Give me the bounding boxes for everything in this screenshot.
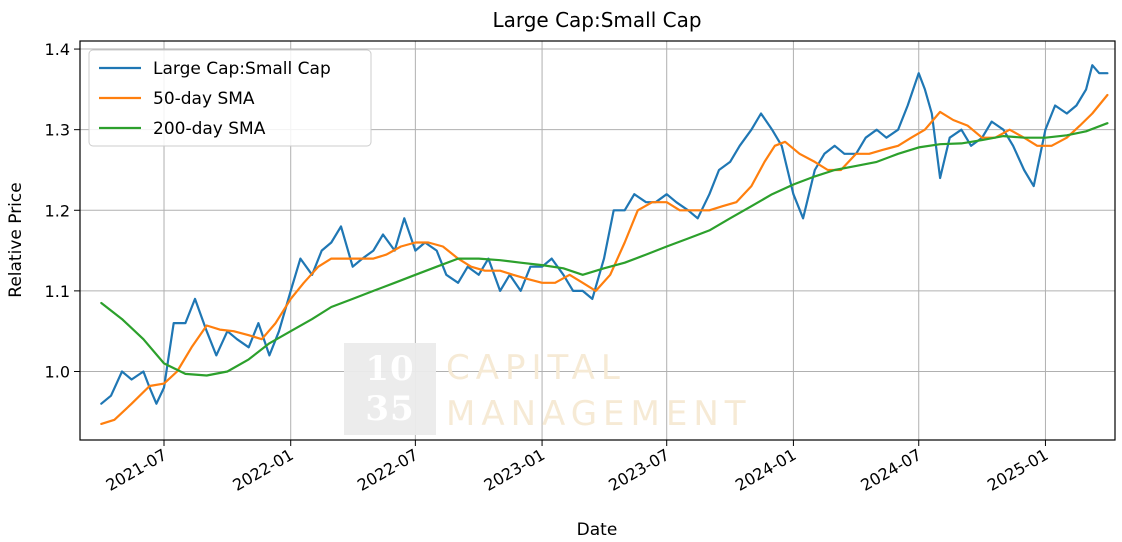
y-tick-label: 1.1 bbox=[45, 282, 70, 301]
x-tick-label: 2022-07 bbox=[354, 445, 421, 495]
y-tick-label: 1.3 bbox=[45, 121, 70, 140]
y-tick-label: 1.4 bbox=[45, 40, 70, 59]
legend: Large Cap:Small Cap 50-day SMA 200-day S… bbox=[88, 49, 372, 147]
series-line-ratio bbox=[100, 64, 1109, 405]
watermark-text-line2: MANAGEMENT bbox=[446, 394, 752, 434]
x-tick-label: 2025-01 bbox=[984, 445, 1051, 495]
plot-frame bbox=[79, 40, 1116, 441]
watermark-number-bottom: 35 bbox=[365, 389, 415, 429]
x-tick-label: 2023-01 bbox=[481, 445, 548, 495]
y-axis-label: Relative Price bbox=[6, 182, 26, 297]
x-tick-label: 2023-07 bbox=[605, 445, 672, 495]
x-tick-label: 2024-01 bbox=[732, 445, 799, 495]
series-layer bbox=[100, 64, 1109, 425]
legend-label-sma50: 50-day SMA bbox=[153, 89, 255, 109]
legend-label-ratio: Large Cap:Small Cap bbox=[153, 59, 331, 79]
y-tick-label: 1.2 bbox=[45, 201, 70, 220]
legend-label-sma200: 200-day SMA bbox=[153, 119, 266, 139]
watermark-logo: 10 35 bbox=[344, 343, 436, 435]
x-tick-label: 2022-01 bbox=[229, 445, 296, 495]
chart-title: Large Cap:Small Cap bbox=[492, 8, 701, 32]
series-line-sma200 bbox=[100, 122, 1109, 377]
watermark-text-line1: CAPITAL bbox=[446, 348, 626, 388]
watermark-number-top: 10 bbox=[365, 349, 415, 389]
x-tick-label: 2021-07 bbox=[103, 445, 170, 495]
x-tick-label: 2024-07 bbox=[857, 445, 924, 495]
y-tick-label: 1.0 bbox=[45, 362, 70, 381]
x-axis-label: Date bbox=[577, 520, 618, 540]
series-line-sma50 bbox=[100, 93, 1109, 425]
